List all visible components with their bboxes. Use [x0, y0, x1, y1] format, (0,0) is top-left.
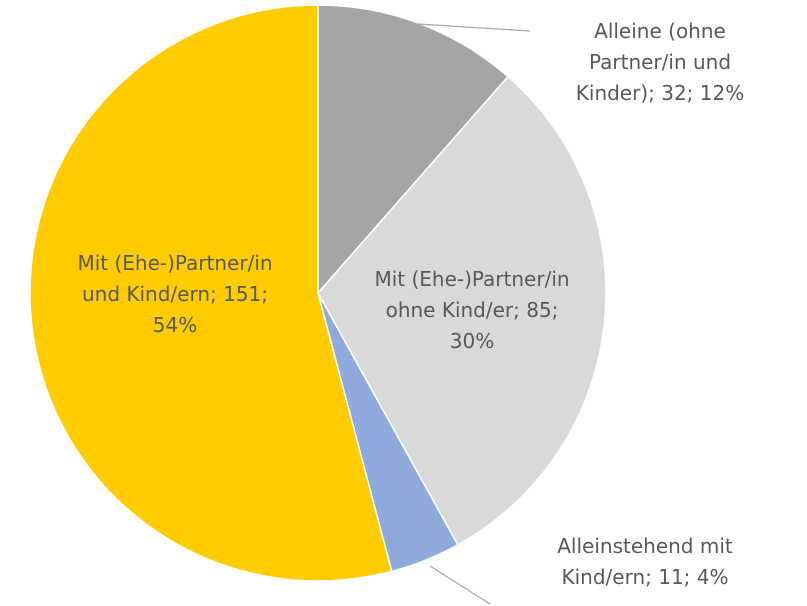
- data-label-line: Alleine (ohne: [594, 19, 726, 43]
- pie-slice: [317, 75, 607, 546]
- leader-line: [429, 565, 491, 605]
- data-label-line: 54%: [153, 313, 197, 337]
- data-label-line: Alleinstehend mit: [557, 534, 733, 558]
- data-label-line: ohne Kind/er; 85;: [386, 298, 559, 322]
- leader-line: [417, 23, 531, 32]
- data-label: Mit (Ehe-)Partner/in und Kind/ern; 151; 54…: [77, 251, 272, 337]
- data-label-line: 30%: [450, 329, 494, 353]
- data-label: Mit (Ehe-)Partner/in ohne Kind/er; 85; 30%: [374, 267, 569, 353]
- data-label-line: Kind/ern; 11; 4%: [561, 565, 728, 589]
- data-label: Alleinstehend mit Kind/ern; 11; 4%: [557, 534, 733, 589]
- pie-slice: [29, 4, 393, 582]
- data-label-line: und Kind/ern; 151;: [82, 282, 268, 306]
- data-label-line: Partner/in und: [589, 50, 731, 74]
- data-label-line: Mit (Ehe-)Partner/in: [374, 267, 569, 291]
- data-label-line: Mit (Ehe-)Partner/in: [77, 251, 272, 275]
- data-label-line: Kinder); 32; 12%: [576, 81, 744, 105]
- data-label: Alleine (ohne Partner/in und Kinder); 32; …: [576, 19, 744, 105]
